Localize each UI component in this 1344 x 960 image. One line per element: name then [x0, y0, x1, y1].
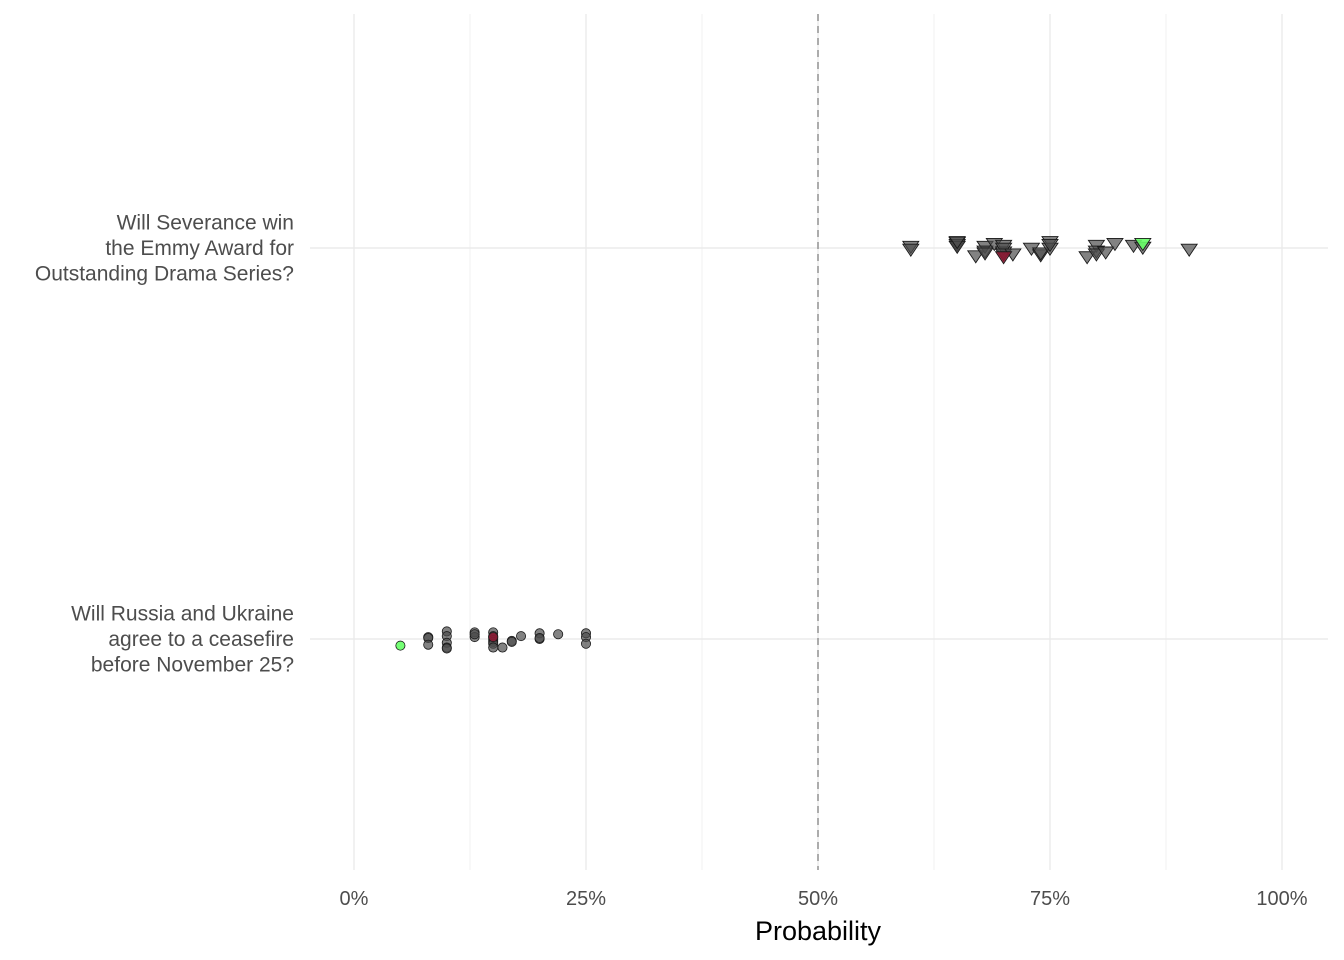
data-point: [966, 250, 985, 264]
data-points: [395, 236, 1199, 654]
data-point: [423, 639, 434, 650]
data-point: [976, 247, 994, 261]
y-axis-label-ceasefire: Will Russia and Ukraine agree to a ceasef…: [71, 603, 294, 677]
x-axis-tick-labels: 0% 25% 50% 75% 100%: [340, 888, 1308, 910]
data-point: [506, 636, 517, 647]
green-data-point: [395, 640, 406, 651]
data-point: [1106, 238, 1124, 252]
data-point: [1087, 248, 1106, 262]
major-gridlines: [310, 14, 1328, 870]
y-axis-label-line: Will Russia and Ukraine: [71, 603, 294, 626]
data-point: [1041, 238, 1059, 253]
data-point: [948, 236, 967, 250]
data-point: [1031, 247, 1050, 261]
y-axis-label-line: Outstanding Drama Series?: [35, 263, 294, 286]
x-tick-label: 50%: [798, 888, 838, 910]
data-point: [441, 643, 452, 654]
data-point: [1078, 251, 1096, 265]
x-tick-label: 100%: [1256, 888, 1307, 910]
minor-gridlines: [469, 14, 1167, 870]
x-tick-label: 0%: [340, 888, 369, 910]
data-point: [469, 629, 480, 640]
green-data-point: [1133, 238, 1152, 252]
y-axis-label-line: the Emmy Award for: [105, 237, 294, 260]
y-axis-label-line: before November 25?: [91, 654, 294, 677]
red-data-point: [488, 632, 499, 643]
data-point: [553, 629, 564, 640]
red-data-point: [994, 251, 1013, 265]
data-point: [901, 243, 920, 257]
data-point: [1180, 243, 1199, 257]
data-point: [581, 638, 592, 649]
y-axis-label-line: Will Severance win: [117, 212, 294, 235]
y-axis-labels: Will Severance win the Emmy Award for Outs…: [35, 212, 294, 677]
data-point: [497, 642, 508, 653]
x-tick-label: 75%: [1030, 888, 1070, 910]
data-point: [1096, 246, 1115, 260]
data-point: [534, 633, 545, 644]
y-axis-label-severance: Will Severance win the Emmy Award for Outs…: [35, 212, 294, 286]
data-point: [488, 642, 499, 653]
x-axis-title: Probability: [755, 916, 882, 946]
x-tick-label: 25%: [566, 888, 606, 910]
y-axis-label-line: agree to a ceasefire: [108, 628, 294, 651]
data-point: [516, 631, 527, 642]
